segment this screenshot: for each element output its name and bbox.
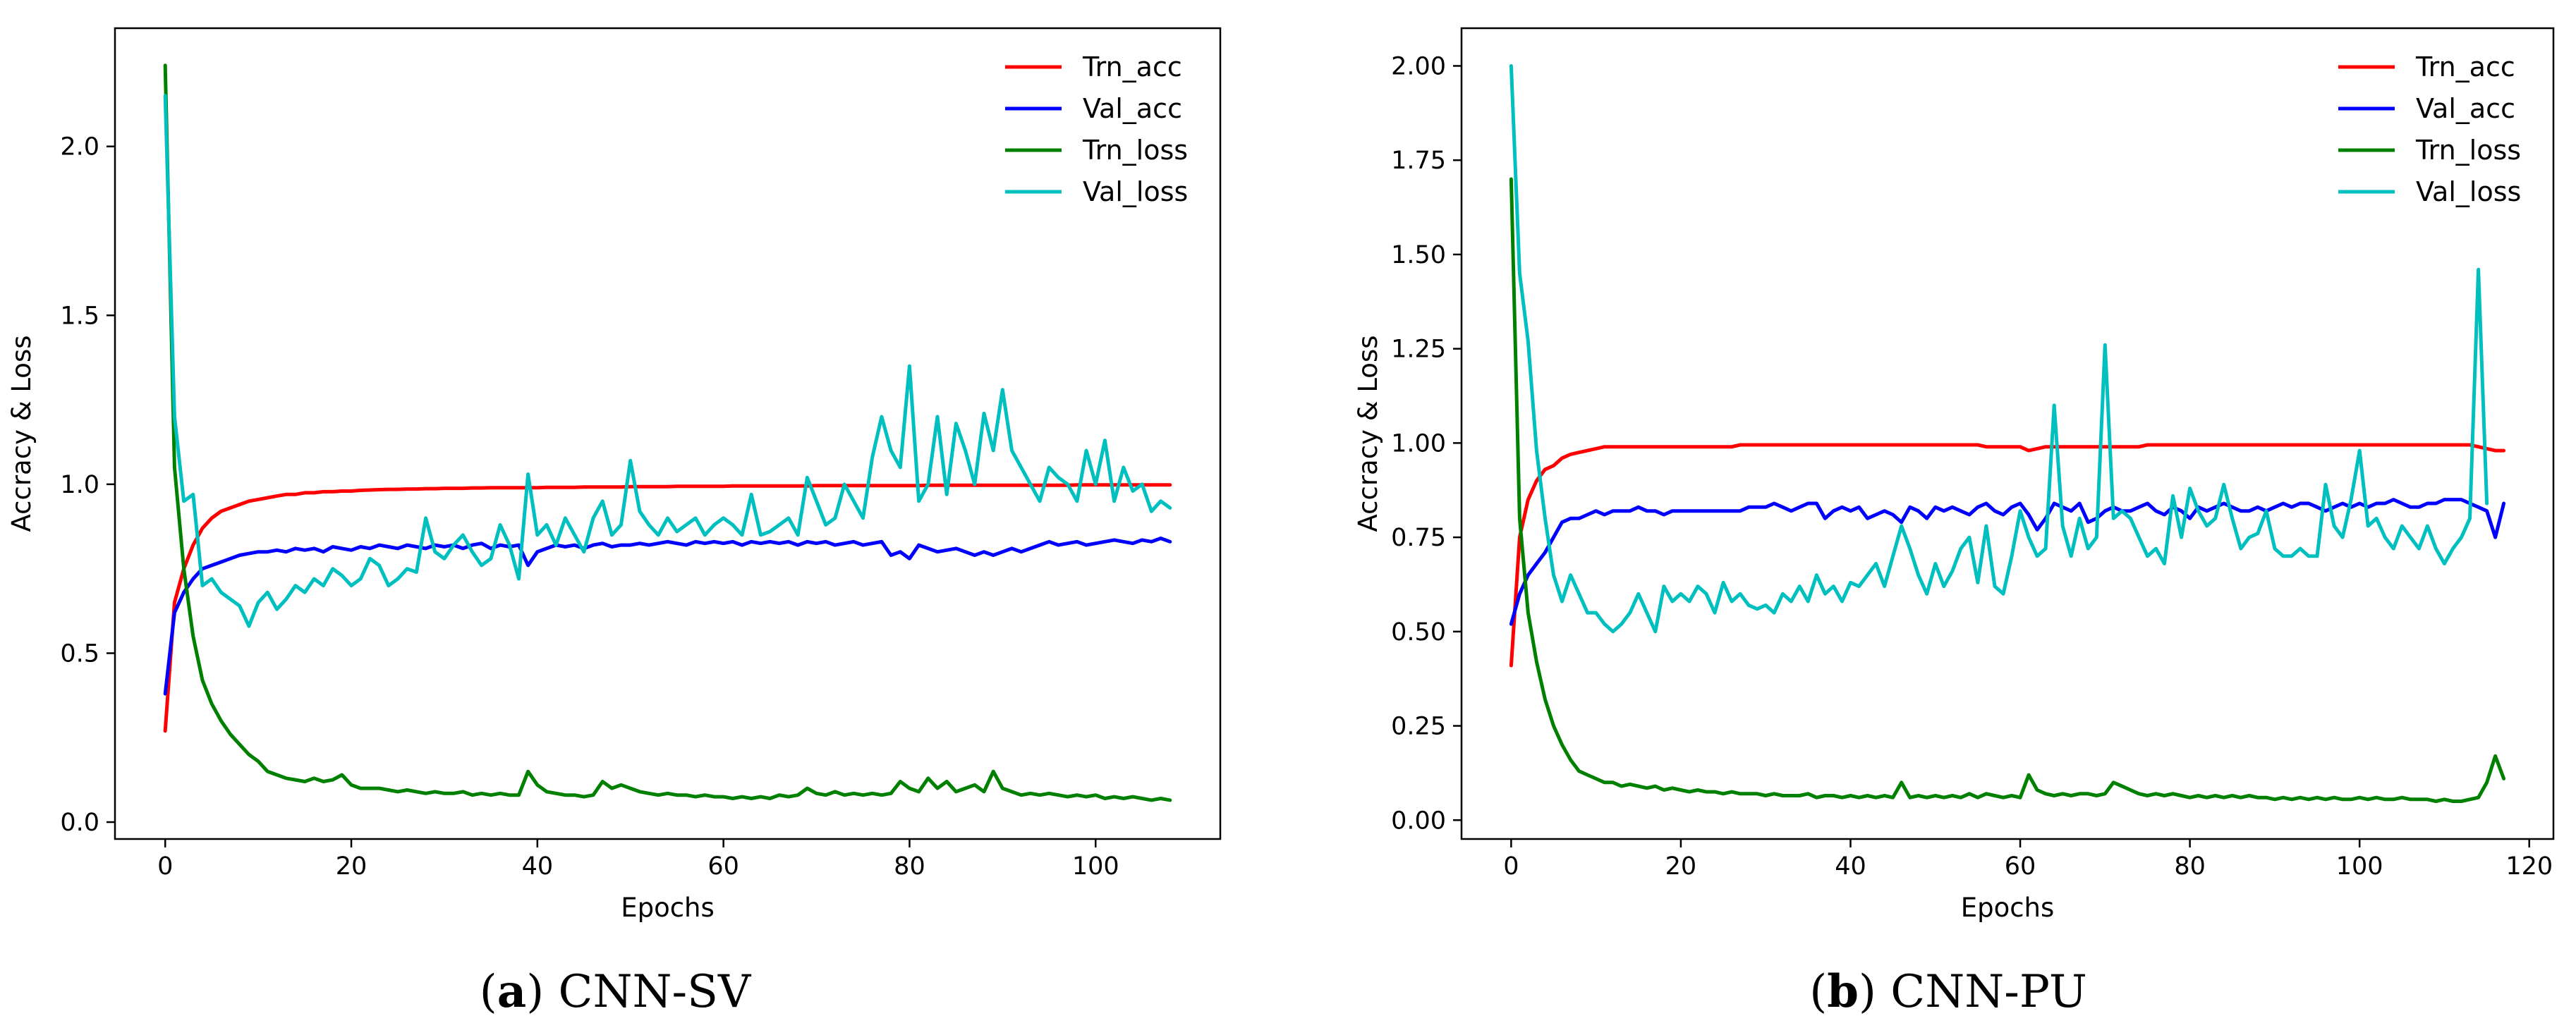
p2-legend-label-val-acc: Val_acc — [2416, 93, 2515, 124]
p1-legend-label-trn-acc: Trn_acc — [1082, 51, 1182, 82]
p1-y-tick-label: 1.5 — [60, 302, 99, 330]
p1-x-tick-label: 100 — [1072, 852, 1119, 881]
p2-x-tick-label: 20 — [1665, 852, 1697, 881]
p2-series-trn-loss — [1509, 177, 2506, 803]
p1-legend-label-val-loss: Val_loss — [1083, 176, 1188, 207]
p2-plot-frame — [1460, 27, 2555, 840]
p1-series-trn-loss — [163, 63, 1172, 802]
caption-b-text: CNN-PU — [1890, 966, 2086, 1018]
caption-a: (a) CNN-SV — [480, 965, 752, 1018]
p1-y-axis-title: Accracy & Loss — [6, 336, 37, 532]
p2-x-tick-label: 0 — [1503, 852, 1519, 881]
caption-a-text: CNN-SV — [559, 966, 752, 1018]
p2-y-tick-label: 1.25 — [1391, 336, 1446, 364]
p1-series-val-loss — [163, 94, 1172, 628]
p2-x-tick-label: 80 — [2174, 852, 2206, 881]
p2-x-tick-label: 60 — [2005, 852, 2036, 881]
caption-a-letter: a — [497, 965, 526, 1018]
p2-x-axis-title: Epochs — [1961, 893, 2055, 923]
p1-legend-label-trn-loss: Trn_loss — [1082, 135, 1188, 166]
p2-series-val-acc — [1509, 498, 2506, 626]
p1-y-tick-label: 1.0 — [60, 471, 99, 499]
p2-y-tick-label: 1.75 — [1391, 147, 1446, 175]
p1-x-axis-title: Epochs — [621, 893, 715, 923]
panel-a: 0 20 40 60 80 100 0.0 0.5 1.0 1.5 2.0 Epochs Accracy… — [6, 27, 1222, 923]
caption-b-letter: b — [1827, 965, 1859, 1018]
p2-y-tick-label: 2.00 — [1391, 52, 1446, 80]
p2-x-tick-label: 100 — [2336, 852, 2383, 881]
p2-y-tick-label: 0.75 — [1391, 524, 1446, 552]
p1-x-tick-label: 40 — [522, 852, 554, 881]
p2-y-tick-label: 1.00 — [1391, 429, 1446, 458]
p2-legend-label-trn-loss: Trn_loss — [2415, 135, 2521, 166]
p1-series-val-acc — [163, 537, 1172, 696]
p2-legend-label-val-loss: Val_loss — [2416, 176, 2521, 207]
p1-x-tick-label: 60 — [707, 852, 739, 881]
p2-y-tick-label: 0.25 — [1391, 713, 1446, 741]
p2-x-tick-label: 40 — [1835, 852, 1866, 881]
p2-x-tick-label: 120 — [2505, 852, 2553, 881]
p2-legend-label-trn-acc: Trn_acc — [2415, 51, 2515, 82]
p2-y-tick-label: 1.50 — [1391, 241, 1446, 269]
p1-plot-frame — [114, 27, 1222, 840]
p1-y-tick-label: 2.0 — [60, 133, 99, 161]
p1-x-tick-label: 0 — [157, 852, 173, 881]
p2-series-val-loss — [1509, 64, 2489, 634]
p1-y-tick-label: 0.5 — [60, 639, 99, 668]
panel-b: 0 20 40 60 80 100 120 0.00 0.25 0.50 0.75 1.00 1.25 1… — [1353, 27, 2555, 923]
p1-y-tick-label: 0.0 — [60, 809, 99, 837]
p1-series-trn-acc — [163, 483, 1172, 733]
p1-x-tick-label: 20 — [336, 852, 367, 881]
caption-b: (b) CNN-PU — [1809, 965, 2087, 1018]
p1-legend-label-val-acc: Val_acc — [1083, 93, 1182, 124]
p2-y-tick-label: 0.00 — [1391, 807, 1446, 835]
p2-y-axis-title: Accracy & Loss — [1353, 336, 1383, 532]
p2-series-trn-acc — [1509, 443, 2506, 668]
p1-x-tick-label: 80 — [894, 852, 925, 881]
p2-y-tick-label: 0.50 — [1391, 618, 1446, 647]
